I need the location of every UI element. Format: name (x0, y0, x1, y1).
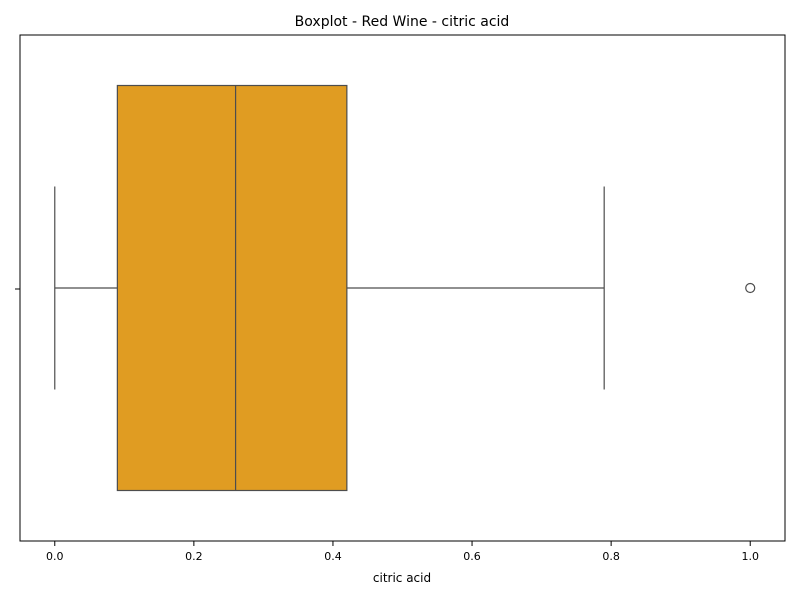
outlier-point (745, 282, 756, 294)
x-tick-label: 0.0 (46, 550, 64, 563)
plot-frame (19, 34, 786, 542)
iqr-box (116, 84, 348, 492)
x-tick-label: 0.2 (185, 550, 203, 563)
x-tick-label: 0.8 (602, 550, 620, 563)
x-tick-label: 1.0 (741, 550, 759, 563)
chart-title: Boxplot - Red Wine - citric acid (295, 14, 510, 30)
x-axis-label: citric acid (373, 571, 431, 585)
x-tick-label: 0.6 (463, 550, 481, 563)
x-tick-label: 0.4 (324, 550, 342, 563)
